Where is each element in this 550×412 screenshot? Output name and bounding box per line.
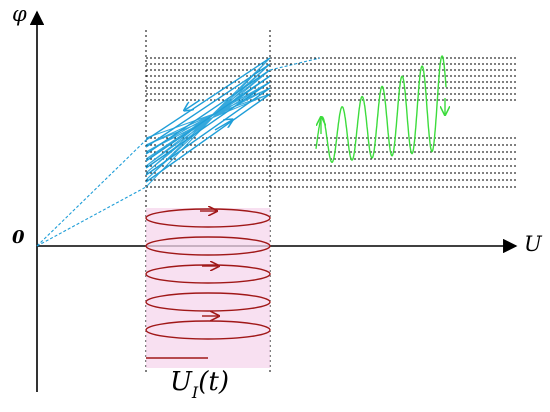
input-loop-4 bbox=[145, 320, 271, 340]
origin-label: 0 bbox=[12, 227, 25, 248]
input-loop-1 bbox=[145, 236, 271, 256]
origin-ray-lower bbox=[36, 186, 147, 247]
input-band bbox=[146, 208, 270, 368]
u-axis-label: U bbox=[524, 232, 542, 256]
phi-axis-label: φ bbox=[12, 2, 27, 26]
input-loop-3 bbox=[145, 292, 271, 312]
hysteresis-zigzag bbox=[145, 57, 271, 188]
signal-label: UI(t) bbox=[170, 367, 229, 402]
output-wave-curve bbox=[315, 55, 447, 164]
signal-label-base: U bbox=[170, 367, 192, 397]
signal-label-arg: (t) bbox=[198, 367, 229, 397]
hysteresis-arrow-left bbox=[185, 99, 201, 110]
input-loop-2 bbox=[145, 264, 271, 284]
hysteresis-arrow-right bbox=[214, 120, 232, 131]
signal-label-subscript: I bbox=[191, 383, 199, 402]
origin-ray-upper bbox=[36, 139, 147, 247]
hysteresis-line-4 bbox=[145, 81, 271, 169]
hysteresis-line-6 bbox=[145, 93, 271, 183]
output-wave bbox=[315, 55, 447, 164]
hysteresis-line-0 bbox=[145, 57, 271, 141]
input-wave bbox=[145, 208, 271, 359]
extension-ray bbox=[269, 57, 321, 71]
input-loop-0 bbox=[145, 208, 271, 228]
hysteresis-lines bbox=[36, 57, 321, 247]
